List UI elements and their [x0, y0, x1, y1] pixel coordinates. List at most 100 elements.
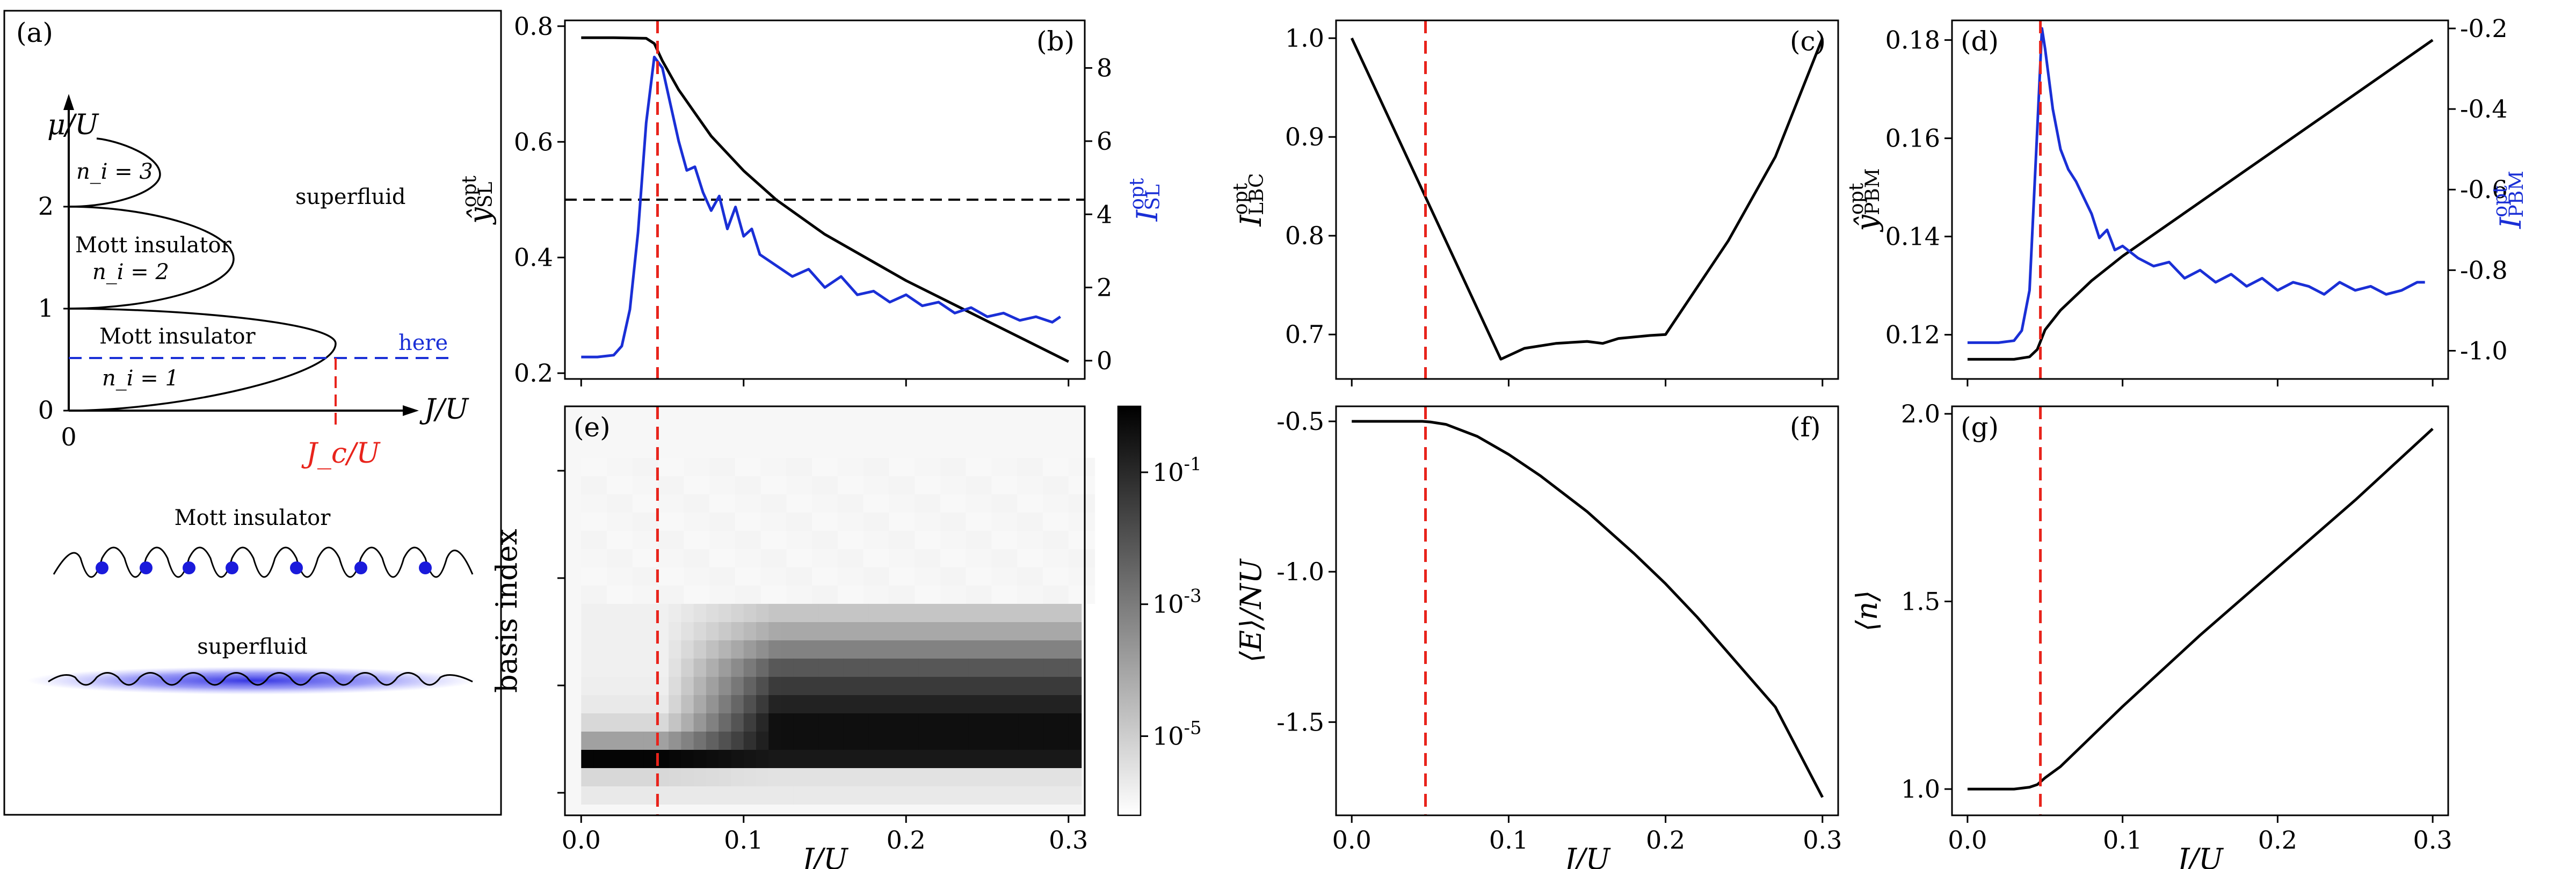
panel-label-f: (f) — [1790, 412, 1821, 443]
heatmap-cell — [931, 786, 945, 805]
heatmap-cell — [786, 458, 813, 476]
heatmap-cell — [856, 713, 869, 732]
heatmap-cell — [719, 786, 732, 805]
y-tick-label: -0.5 — [1276, 407, 1324, 436]
heatmap-cell — [966, 567, 993, 586]
lobe-label-n3: n_i = 3 — [76, 159, 153, 184]
heatmap-cell — [863, 476, 890, 494]
heatmap-cell — [831, 750, 845, 768]
heatmap-cell — [940, 586, 967, 604]
heatmap-cell — [658, 531, 685, 549]
cartoon-sf-title: superfluid — [197, 634, 308, 659]
heatmap-cell — [743, 622, 757, 640]
heatmap-cell — [781, 677, 795, 695]
mott-insulator-label-2: Mott insulator — [75, 233, 232, 258]
heatmap-cell — [893, 677, 907, 695]
heatmap-cell — [735, 494, 762, 513]
heatmap-cell — [931, 732, 945, 750]
heatmap-cell — [915, 494, 941, 513]
heatmap-cell — [968, 604, 982, 622]
heatmap-cell — [931, 713, 945, 732]
heatmap-cell — [893, 768, 907, 786]
heatmap-cell — [709, 531, 736, 549]
y-right-tick-label: 8 — [1097, 54, 1112, 83]
heatmap-cell — [1068, 695, 1082, 713]
heatmap-cell — [843, 659, 857, 677]
heatmap-cell — [643, 604, 657, 622]
heatmap-cell — [593, 786, 607, 805]
heatmap-cell — [684, 567, 710, 586]
heatmap-cell — [619, 677, 632, 695]
heatmap-cell — [1068, 750, 1082, 768]
y-right-tick-label: -0.8 — [2460, 255, 2508, 284]
heatmap-cell — [760, 549, 787, 567]
heatmap-cell — [581, 458, 608, 476]
heatmap-cell — [1017, 513, 1044, 531]
critical-label: J_c/U — [301, 437, 381, 470]
heatmap-cell — [619, 622, 632, 640]
heatmap-cell — [760, 513, 787, 531]
heatmap-cell — [968, 750, 982, 768]
chart-panel-e: 10-1 10-3 10-5 basis index 0.0 0.1 0.2 0.3 J/U (e… — [490, 405, 1202, 869]
heatmap-cell — [593, 677, 607, 695]
heatmap-cell — [643, 677, 657, 695]
heatmap-cell — [706, 786, 720, 805]
heatmap-cell — [606, 750, 620, 768]
atom-dot — [290, 561, 303, 574]
x-tick-label: 0.3 — [1049, 826, 1088, 855]
heatmap-cell — [684, 494, 710, 513]
heatmap-cell — [593, 695, 607, 713]
heatmap-cell — [756, 677, 770, 695]
heatmap-cell — [719, 695, 732, 713]
heatmap-cell — [607, 476, 634, 494]
heatmap-cell — [631, 732, 644, 750]
heatmap-cell — [856, 659, 869, 677]
heatmap-cell — [684, 531, 710, 549]
heatmap-cell — [781, 640, 795, 659]
heatmap-cell — [940, 549, 967, 567]
heatmap-cell — [1068, 458, 1095, 476]
heatmap-cell — [681, 695, 694, 713]
heatmap-cell — [906, 695, 919, 713]
heatmap-cell — [1068, 586, 1095, 604]
heatmap-cell — [768, 659, 782, 677]
heatmap-cell — [956, 604, 969, 622]
heatmap-cell — [781, 604, 795, 622]
heatmap-cell — [991, 531, 1018, 549]
heatmap-cell — [1043, 640, 1057, 659]
heatmap-cell — [631, 604, 644, 622]
heatmap-cell — [1068, 567, 1095, 586]
heatmap-cell — [991, 476, 1018, 494]
heatmap-cell — [806, 640, 819, 659]
heatmap-cell — [981, 622, 995, 640]
heatmap-cell — [631, 640, 644, 659]
heatmap-cell — [606, 768, 620, 786]
heatmap-cell — [756, 732, 770, 750]
heatmap-cell — [606, 604, 620, 622]
heatmap-cell — [940, 567, 967, 586]
heatmap-cell — [1018, 750, 1032, 768]
heatmap-cell — [581, 695, 594, 713]
heatmap-cell — [693, 768, 707, 786]
heatmap-cell — [731, 604, 744, 622]
heatmap-cell — [991, 513, 1018, 531]
heatmap-cell — [693, 622, 707, 640]
heatmap-cell — [743, 750, 757, 768]
x-tick-label: 0.3 — [1803, 826, 1842, 855]
heatmap-cell — [863, 513, 890, 531]
heatmap-cell — [631, 768, 644, 786]
heatmap-cell — [1068, 768, 1082, 786]
heatmap-cell — [931, 750, 945, 768]
heatmap-cell — [991, 586, 1018, 604]
heatmap-cell — [981, 786, 995, 805]
heatmap-cell — [881, 659, 895, 677]
heatmap-cell — [966, 549, 993, 567]
heatmap-cell — [1017, 549, 1044, 567]
heatmap-cell — [719, 677, 732, 695]
atom-dot — [183, 561, 195, 574]
heatmap-cell — [843, 786, 857, 805]
heatmap-cell — [812, 513, 839, 531]
heatmap-cell — [760, 476, 787, 494]
heatmap-cell — [606, 677, 620, 695]
heatmap-cell — [931, 659, 945, 677]
